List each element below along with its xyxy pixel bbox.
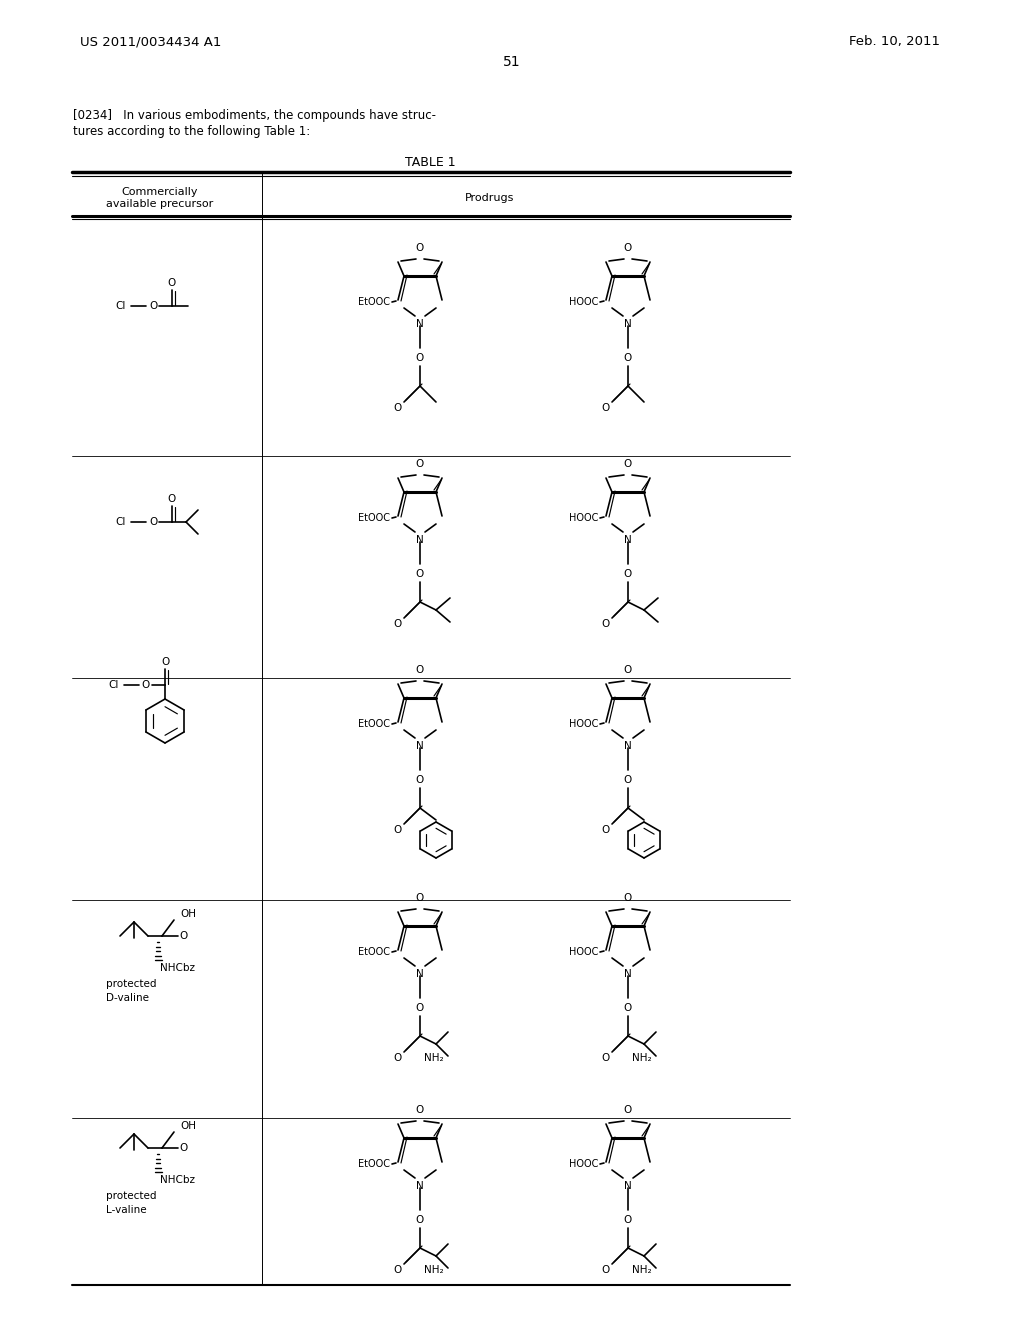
Text: EtOOC: EtOOC bbox=[358, 1159, 390, 1170]
Text: O: O bbox=[161, 657, 169, 667]
Text: O: O bbox=[624, 665, 632, 675]
Text: O: O bbox=[416, 775, 424, 785]
Text: EtOOC: EtOOC bbox=[358, 297, 390, 308]
Text: O: O bbox=[142, 680, 151, 690]
Text: protected: protected bbox=[106, 979, 157, 989]
Text: TABLE 1: TABLE 1 bbox=[404, 156, 456, 169]
Text: Feb. 10, 2011: Feb. 10, 2011 bbox=[849, 36, 940, 49]
Text: Commercially: Commercially bbox=[122, 187, 199, 197]
Text: HOOC: HOOC bbox=[568, 946, 598, 957]
Text: available precursor: available precursor bbox=[106, 199, 214, 209]
Text: Prodrugs: Prodrugs bbox=[465, 193, 515, 203]
Text: O: O bbox=[602, 619, 610, 630]
Text: O: O bbox=[148, 517, 157, 527]
Text: NHCbz: NHCbz bbox=[160, 964, 195, 973]
Text: N: N bbox=[624, 535, 632, 545]
Text: O: O bbox=[416, 352, 424, 363]
Text: O: O bbox=[624, 1003, 632, 1012]
Text: O: O bbox=[624, 243, 632, 253]
Text: N: N bbox=[624, 1181, 632, 1191]
Text: O: O bbox=[180, 931, 188, 941]
Text: O: O bbox=[180, 1143, 188, 1152]
Text: EtOOC: EtOOC bbox=[358, 946, 390, 957]
Text: EtOOC: EtOOC bbox=[358, 719, 390, 729]
Text: OH: OH bbox=[180, 909, 196, 919]
Text: Cl: Cl bbox=[109, 680, 119, 690]
Text: N: N bbox=[416, 1181, 424, 1191]
Text: O: O bbox=[624, 352, 632, 363]
Text: HOOC: HOOC bbox=[568, 297, 598, 308]
Text: O: O bbox=[394, 619, 402, 630]
Text: HOOC: HOOC bbox=[568, 719, 598, 729]
Text: O: O bbox=[394, 1265, 402, 1275]
Text: O: O bbox=[168, 494, 176, 504]
Text: O: O bbox=[394, 1053, 402, 1063]
Text: HOOC: HOOC bbox=[568, 513, 598, 523]
Text: NH₂: NH₂ bbox=[632, 1265, 651, 1275]
Text: O: O bbox=[602, 1265, 610, 1275]
Text: NHCbz: NHCbz bbox=[160, 1175, 195, 1185]
Text: O: O bbox=[394, 403, 402, 413]
Text: N: N bbox=[416, 535, 424, 545]
Text: NH₂: NH₂ bbox=[632, 1053, 651, 1063]
Text: O: O bbox=[416, 243, 424, 253]
Text: O: O bbox=[148, 301, 157, 312]
Text: O: O bbox=[416, 665, 424, 675]
Text: Cl: Cl bbox=[116, 517, 126, 527]
Text: N: N bbox=[416, 741, 424, 751]
Text: N: N bbox=[416, 969, 424, 979]
Text: US 2011/0034434 A1: US 2011/0034434 A1 bbox=[80, 36, 221, 49]
Text: O: O bbox=[624, 775, 632, 785]
Text: OH: OH bbox=[180, 1121, 196, 1131]
Text: O: O bbox=[416, 569, 424, 579]
Text: O: O bbox=[602, 403, 610, 413]
Text: Cl: Cl bbox=[116, 301, 126, 312]
Text: L-valine: L-valine bbox=[106, 1205, 146, 1214]
Text: N: N bbox=[624, 319, 632, 329]
Text: O: O bbox=[416, 459, 424, 469]
Text: NH₂: NH₂ bbox=[424, 1265, 443, 1275]
Text: HOOC: HOOC bbox=[568, 1159, 598, 1170]
Text: O: O bbox=[624, 569, 632, 579]
Text: 51: 51 bbox=[503, 55, 521, 69]
Text: O: O bbox=[624, 1214, 632, 1225]
Text: [0234]   In various embodiments, the compounds have struc-: [0234] In various embodiments, the compo… bbox=[73, 110, 436, 123]
Text: tures according to the following Table 1:: tures according to the following Table 1… bbox=[73, 124, 310, 137]
Text: O: O bbox=[624, 894, 632, 903]
Text: O: O bbox=[168, 279, 176, 288]
Text: EtOOC: EtOOC bbox=[358, 513, 390, 523]
Text: NH₂: NH₂ bbox=[424, 1053, 443, 1063]
Text: O: O bbox=[602, 825, 610, 836]
Text: O: O bbox=[624, 1105, 632, 1115]
Text: N: N bbox=[416, 319, 424, 329]
Text: O: O bbox=[416, 1214, 424, 1225]
Text: O: O bbox=[416, 1105, 424, 1115]
Text: protected: protected bbox=[106, 1191, 157, 1201]
Text: D-valine: D-valine bbox=[106, 993, 150, 1003]
Text: N: N bbox=[624, 741, 632, 751]
Text: O: O bbox=[416, 894, 424, 903]
Text: O: O bbox=[416, 1003, 424, 1012]
Text: O: O bbox=[394, 825, 402, 836]
Text: O: O bbox=[624, 459, 632, 469]
Text: N: N bbox=[624, 969, 632, 979]
Text: O: O bbox=[602, 1053, 610, 1063]
